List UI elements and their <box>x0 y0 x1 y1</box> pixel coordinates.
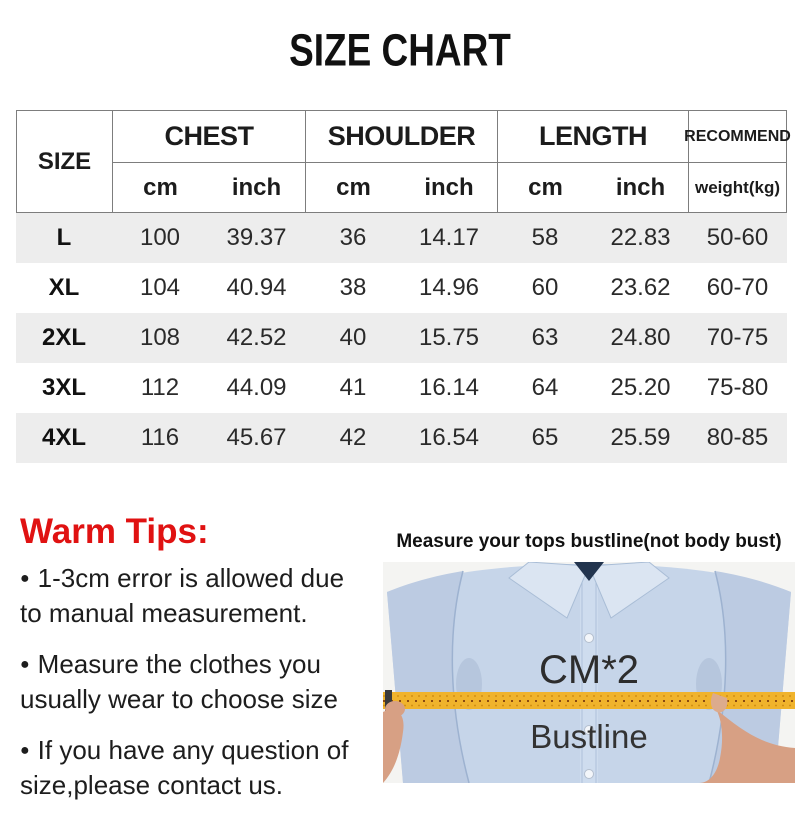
cm-label: CM*2 <box>539 648 639 692</box>
table-cell: 60-70 <box>706 274 769 301</box>
table-cell: 63 <box>497 313 593 363</box>
header-cell-chest: CHEST <box>112 110 305 162</box>
hand-right-finger <box>710 693 728 713</box>
table-cell: 70-75 <box>688 313 787 363</box>
table-cell: 50-60 <box>688 213 787 263</box>
table-cell: 22.83 <box>593 213 688 263</box>
measure-caption: Measure your tops bustline(not body bust… <box>396 531 782 552</box>
warm-tips-section: Warm Tips: ● 1-3cm error is allowed due to… <box>20 512 392 821</box>
hand-right-graphic <box>699 709 795 783</box>
unit-cell-chest-inch: inch <box>208 162 305 213</box>
collar-inner <box>574 562 604 581</box>
table-cell: 14.96 <box>418 274 480 301</box>
table-cell: 42.52 <box>208 313 305 363</box>
bullet-icon: ● <box>20 570 30 587</box>
seam-left <box>451 570 470 783</box>
collar-left <box>508 562 590 619</box>
tip-line2: size,please contact us. <box>20 770 284 800</box>
tip-line2: to manual measurement. <box>20 598 308 628</box>
table-cell: 16.54 <box>401 413 497 463</box>
table-cell: 65 <box>497 413 593 463</box>
button <box>584 769 594 779</box>
table-cell: 64 <box>531 374 559 401</box>
table-cell: 39.37 <box>208 213 305 263</box>
table-cell: 23.62 <box>610 274 671 301</box>
bustline-label: Bustline <box>530 718 647 755</box>
shirt-photo: CM*2 Bustline <box>383 562 795 783</box>
measuring-tape-graphic <box>383 692 795 709</box>
table-cell: 60 <box>531 274 559 301</box>
table-cell: 25.20 <box>610 374 671 401</box>
table-cell: 40 <box>305 313 401 363</box>
header-cell-shoulder: SHOULDER <box>305 110 497 162</box>
table-cell: 25.59 <box>593 413 688 463</box>
page-title: SIZE CHART <box>289 25 511 76</box>
table-cell: 58 <box>497 213 593 263</box>
bullet-icon: ● <box>20 656 30 673</box>
table-cell: 36 <box>305 213 401 263</box>
measure-guide-section: Measure your tops bustline(not body bust… <box>383 531 795 783</box>
tip-line1: 1-3cm error is allowed due <box>37 563 345 593</box>
table-cell: 38 <box>339 274 367 301</box>
table-cell: 45.67 <box>208 413 305 463</box>
table-cell: 42 <box>305 413 401 463</box>
button <box>584 725 594 735</box>
table-cell: 24.80 <box>593 313 688 363</box>
table-cell: 16.14 <box>418 374 480 401</box>
unit-cell-shoulder-cm: cm <box>305 162 401 213</box>
table-cell: 80-85 <box>688 413 787 463</box>
header-cell-length: LENGTH <box>497 110 688 162</box>
warm-tips-heading: Warm Tips: <box>20 512 209 551</box>
table-cell: 100 <box>112 213 208 263</box>
header-cell-recommend: RECOMMEND <box>684 110 791 162</box>
tip-line1: If you have any question of <box>37 735 349 765</box>
table-cell-size: XL <box>48 274 80 301</box>
table-cell-size: L <box>16 213 112 263</box>
tip-item: ● If you have any question of size,please … <box>20 735 392 801</box>
seam-right <box>708 570 727 783</box>
tip-line1: Measure the clothes you <box>37 649 321 679</box>
tape-end-cap <box>385 690 392 711</box>
table-cell: 41 <box>339 374 367 401</box>
table-cell: 116 <box>112 413 208 463</box>
header-cell-size: SIZE <box>16 110 112 213</box>
table-cell: 44.09 <box>226 374 287 401</box>
unit-cell-length-cm: cm <box>497 162 593 213</box>
unit-cell-length-inch: inch <box>593 162 688 213</box>
collar-right <box>588 562 670 619</box>
table-cell-size: 3XL <box>41 374 86 401</box>
table-cell: 104 <box>139 274 181 301</box>
table-cell: 40.94 <box>226 274 287 301</box>
table-cell: 15.75 <box>401 313 497 363</box>
tip-item: ● 1-3cm error is allowed due to manual mea… <box>20 563 392 629</box>
button <box>584 633 594 643</box>
unit-cell-shoulder-inch: inch <box>401 162 497 213</box>
size-table: SIZE CHEST SHOULDER LENGTH RECOMMEND cm … <box>16 110 791 463</box>
unit-cell-chest-cm: cm <box>112 162 208 213</box>
table-cell-size: 2XL <box>16 313 112 363</box>
shirt-sleeve-left <box>387 571 469 783</box>
tip-item: ● Measure the clothes you usually wear to … <box>20 649 392 715</box>
table-cell: 14.17 <box>401 213 497 263</box>
table-cell: 108 <box>112 313 208 363</box>
table-cell-size: 4XL <box>16 413 112 463</box>
bullet-icon: ● <box>20 742 30 759</box>
unit-cell-weight: weight(kg) <box>688 162 787 213</box>
tip-line2: usually wear to choose size <box>20 684 338 714</box>
table-cell: 112 <box>140 374 180 401</box>
hand-left-graphic <box>383 709 404 783</box>
table-cell: 75-80 <box>706 374 769 401</box>
